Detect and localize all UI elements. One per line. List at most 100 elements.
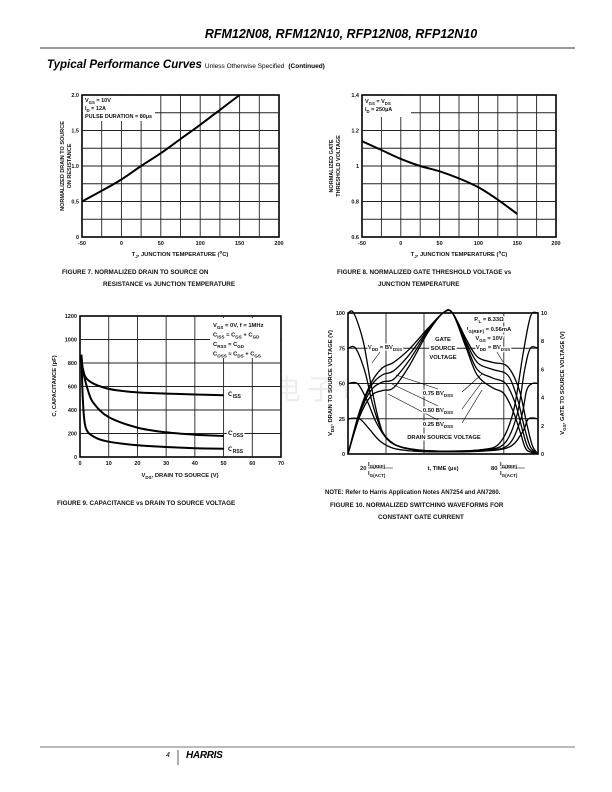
section-heading: Typical Performance Curves Unless Otherwi…: [47, 59, 325, 71]
label-text: C: [213, 342, 218, 348]
subscript-text: G(REF): [502, 464, 518, 469]
label-text: I: [368, 471, 370, 477]
y-axis-label: ON RESISTANCE: [67, 143, 73, 188]
label-text: C: [228, 446, 233, 453]
label-text: ≈ C: [227, 352, 238, 358]
subscript-text: DS: [330, 426, 335, 432]
annotation-arrow: [496, 351, 504, 363]
y-tick-label: 25: [339, 417, 345, 423]
y-axis-label-right: VGS, GATE TO SOURCE VOLTAGE (V): [560, 331, 567, 434]
section-continued: (Continued): [288, 63, 325, 70]
annotation-arrow: [461, 373, 483, 393]
y-tick-label-right: 4: [541, 396, 545, 402]
label-text: C: [213, 352, 218, 358]
y-axis-label: NORMALIZED DRAIN TO SOURCE: [60, 121, 66, 211]
annotation-box: [210, 318, 280, 358]
x-tick-label: 70: [278, 461, 284, 467]
label-text: PULSE DURATION = 80: [85, 114, 146, 120]
x-tick-label: 0: [120, 241, 123, 247]
label-text: 0.75 BV: [423, 391, 444, 397]
x-axis-value: 80: [491, 466, 497, 472]
figure-caption: FIGURE 9. CAPACITANCE vs DRAIN TO SOURCE…: [57, 500, 235, 507]
label-text: + C: [242, 333, 254, 339]
x-tick-label: 150: [235, 241, 244, 247]
y-axis-label: NORMALIZED GATE: [329, 139, 335, 192]
x-tick-label: 100: [474, 241, 483, 247]
subscript-text: GS: [562, 424, 567, 431]
x-tick-label: 100: [196, 241, 205, 247]
label-text: C: [228, 430, 233, 437]
label-text: = BV: [486, 345, 501, 351]
figure-caption: FIGURE 7. NORMALIZED DRAIN TO SOURCE ON: [62, 269, 209, 276]
y-tick-label: 1200: [65, 314, 77, 320]
series-line-rds-on-normalized: [81, 94, 241, 203]
label-text: DRAIN SOURCE VOLTAGE: [407, 435, 481, 441]
label-text: = 250: [370, 107, 385, 113]
figure-caption: JUNCTION TEMPERATURE: [378, 281, 459, 288]
y-tick-label: 0.6: [351, 235, 359, 241]
label-text: I: [500, 462, 502, 468]
label-text: T: [132, 252, 136, 258]
annotation-arrow: [461, 389, 483, 424]
label-text: VOLTAGE: [429, 355, 456, 361]
label-text: V: [328, 432, 334, 436]
y-tick-label: 1.0: [71, 164, 79, 170]
label-text: µs: [146, 114, 152, 120]
y-tick-label: 50: [339, 382, 345, 388]
label-text: , DRAIN TO SOURCE (V): [152, 473, 219, 479]
figure-caption: FIGURE 10. NORMALIZED SWITCHING WAVEFORM…: [330, 502, 504, 509]
series-line-coss: [80, 354, 224, 437]
figure-8: [361, 94, 557, 238]
label-text: 0.50 BV: [423, 408, 444, 414]
subscript-text: J: [135, 254, 138, 259]
x-fraction-denominator: IG(ACT): [500, 471, 518, 478]
subscript-text: D: [87, 108, 90, 113]
y-axis-label-left: VDS, DRAIN TO SOURCE VOLTAGE (V): [328, 330, 335, 436]
annotation-text: ID = 250µA: [365, 107, 392, 114]
subscript-text: J: [414, 254, 417, 259]
label-text: V: [560, 431, 566, 435]
label-text: µA: [385, 107, 392, 113]
label-text: , DRAIN TO SOURCE VOLTAGE (V): [328, 330, 334, 426]
y-tick-label: 1.4: [351, 93, 360, 99]
label-text: , GATE TO SOURCE VOLTAGE (V): [560, 331, 566, 424]
label-text: C: [213, 333, 218, 339]
x-tick-label: 0: [78, 461, 81, 467]
y-axis-label: THRESHOLD VOLTAGE: [336, 135, 342, 197]
annotation-text: GATE: [435, 337, 451, 343]
subscript-text: ISS: [233, 394, 242, 400]
label-text: = BV: [378, 345, 393, 351]
subscript-text: GS: [235, 334, 242, 339]
label-text: = 0.56mA: [484, 327, 512, 333]
subscript-text: GS: [479, 338, 486, 343]
figure-note: NOTE: Refer to Harris Application Notes …: [325, 490, 501, 496]
label-text: = 12A: [90, 106, 106, 112]
label-text: C): [501, 252, 507, 258]
subscript-text: G(ACT): [370, 473, 386, 478]
x-tick-label: -50: [358, 241, 366, 247]
page-header-title: RFM12N08, RFM12N10, RFP12N08, RFP12N10: [204, 27, 478, 41]
label-text: GATE: [435, 337, 451, 343]
y-tick-label: 200: [68, 432, 77, 438]
subscript-text: GD: [253, 334, 261, 339]
label-text: I: [368, 462, 370, 468]
annotation-text: VDD = BVDSS: [368, 345, 402, 352]
y-tick-label: 1.5: [71, 129, 79, 135]
section-subtitle: Unless Otherwise Specified: [204, 63, 285, 70]
subscript-text: DD: [480, 347, 487, 352]
y-tick-label: 1000: [65, 338, 77, 344]
annotation-arrow: [395, 374, 439, 390]
subscript-text: OSS: [233, 433, 244, 439]
annotation-text: ID = 12A: [85, 106, 106, 113]
label-text: T: [411, 252, 415, 258]
x-fraction-denominator: IG(ACT): [368, 471, 386, 478]
y-tick-label-right: 0: [541, 452, 544, 458]
subscript-text: DS: [385, 101, 391, 106]
label-text: I: [365, 107, 367, 113]
annotation-text: SOURCE: [431, 346, 456, 352]
series-line-vgs-at-0-25-bvdss: [347, 309, 539, 455]
label-text: V: [475, 336, 479, 342]
label-text: = 10V: [95, 98, 111, 104]
